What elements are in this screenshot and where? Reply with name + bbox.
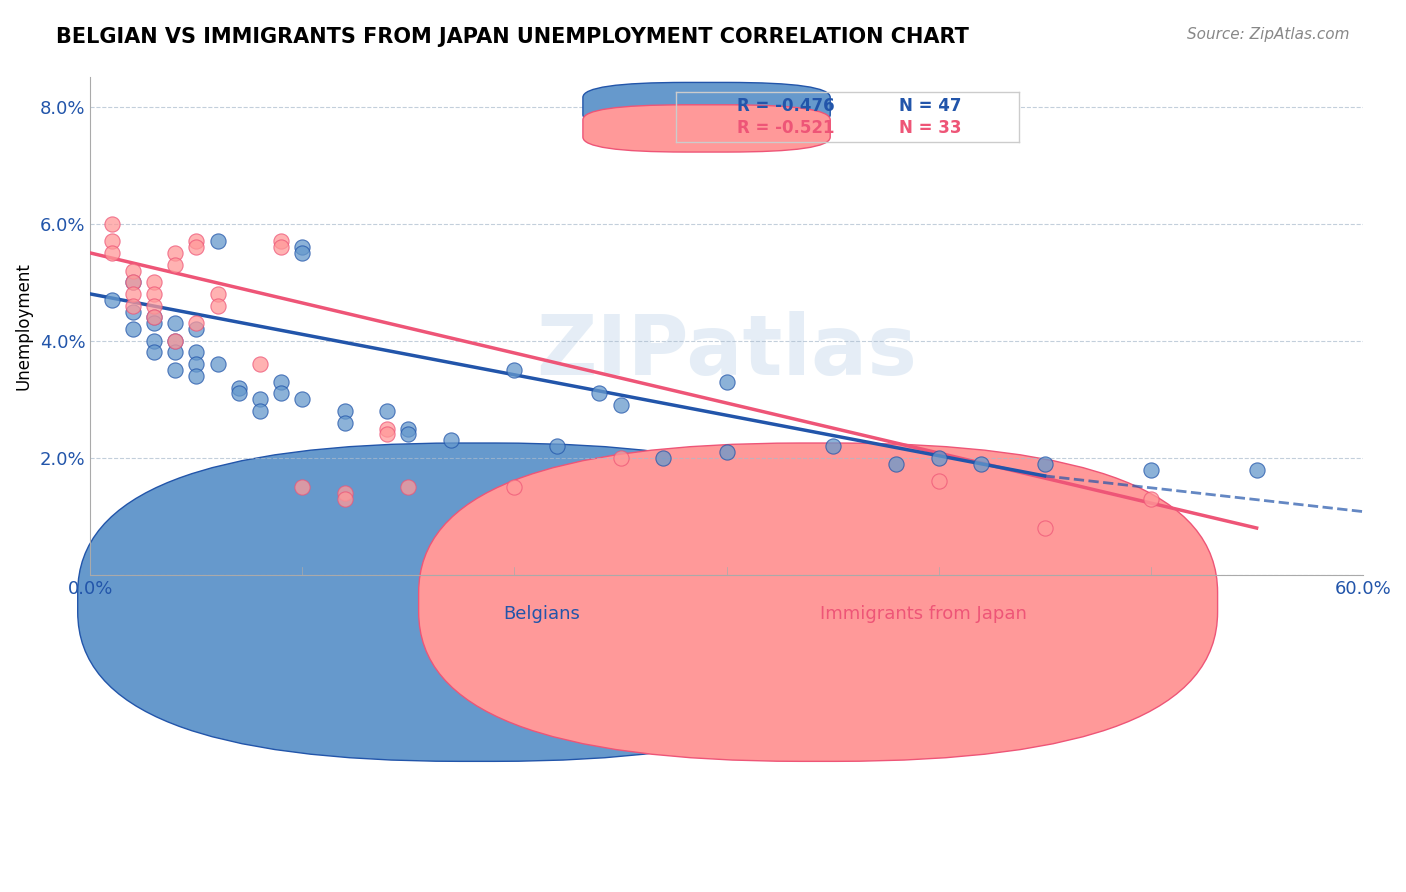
Point [165, 316, 187, 330]
Point [121, 287, 143, 301]
Point [375, 427, 398, 442]
Text: Belgians: Belgians [503, 605, 581, 623]
Point [970, 457, 993, 471]
Point [884, 457, 907, 471]
Text: Immigrants from Japan: Immigrants from Japan [820, 605, 1028, 623]
Point [165, 246, 187, 260]
Point [186, 240, 208, 254]
Point [928, 450, 950, 465]
Point [1139, 462, 1161, 476]
FancyBboxPatch shape [419, 443, 1218, 762]
Point [228, 381, 250, 395]
Point [186, 345, 208, 359]
Point [375, 404, 398, 418]
Point [821, 439, 844, 453]
Point [270, 375, 292, 389]
Point [121, 275, 143, 289]
Y-axis label: Unemployment: Unemployment [15, 262, 32, 390]
Point [143, 310, 166, 325]
Point [165, 345, 187, 359]
Point [186, 316, 208, 330]
Point [249, 392, 271, 407]
Point [333, 416, 356, 430]
Point [1139, 491, 1161, 506]
Point [207, 299, 229, 313]
Point [165, 363, 187, 377]
Point [651, 450, 673, 465]
Point [398, 427, 420, 442]
Point [716, 445, 738, 459]
Point [100, 293, 122, 307]
Point [228, 386, 250, 401]
Point [1246, 462, 1268, 476]
Point [398, 421, 420, 435]
Point [398, 480, 420, 494]
Point [588, 386, 610, 401]
Point [291, 480, 314, 494]
Point [100, 235, 122, 249]
Text: BELGIAN VS IMMIGRANTS FROM JAPAN UNEMPLOYMENT CORRELATION CHART: BELGIAN VS IMMIGRANTS FROM JAPAN UNEMPLO… [56, 27, 969, 46]
Point [143, 334, 166, 348]
Point [100, 246, 122, 260]
Text: Source: ZipAtlas.com: Source: ZipAtlas.com [1187, 27, 1350, 42]
Point [503, 480, 526, 494]
Point [207, 287, 229, 301]
Point [121, 275, 143, 289]
Point [249, 404, 271, 418]
Point [440, 434, 463, 448]
Point [121, 304, 143, 318]
Point [546, 439, 568, 453]
Point [143, 299, 166, 313]
Point [165, 258, 187, 272]
Point [143, 275, 166, 289]
Point [609, 450, 631, 465]
Point [165, 334, 187, 348]
Point [291, 240, 314, 254]
Point [270, 386, 292, 401]
Point [207, 357, 229, 371]
Point [609, 398, 631, 412]
Point [249, 357, 271, 371]
Point [333, 404, 356, 418]
Point [100, 217, 122, 231]
Point [291, 392, 314, 407]
FancyBboxPatch shape [77, 443, 877, 762]
Point [1033, 457, 1056, 471]
Point [121, 263, 143, 277]
Point [716, 375, 738, 389]
Point [333, 491, 356, 506]
Text: ZIPatlas: ZIPatlas [536, 310, 917, 392]
Point [270, 240, 292, 254]
Point [143, 310, 166, 325]
Point [186, 357, 208, 371]
Point [143, 287, 166, 301]
Point [165, 334, 187, 348]
Point [1033, 521, 1056, 535]
Point [143, 316, 166, 330]
Point [503, 363, 526, 377]
Point [186, 322, 208, 336]
Point [186, 235, 208, 249]
Point [143, 345, 166, 359]
Point [207, 235, 229, 249]
Point [270, 235, 292, 249]
Point [291, 246, 314, 260]
Point [333, 486, 356, 500]
Point [121, 299, 143, 313]
Point [928, 474, 950, 488]
Point [186, 368, 208, 383]
Point [375, 421, 398, 435]
Point [121, 322, 143, 336]
